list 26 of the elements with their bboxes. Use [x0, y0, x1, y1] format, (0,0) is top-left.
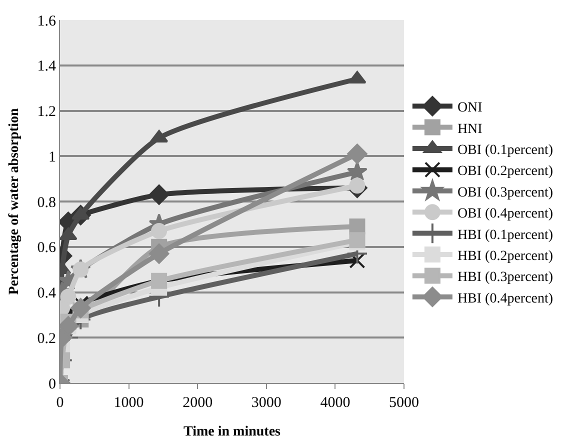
x-tick-label: 4000: [320, 395, 350, 411]
legend-label: HBI (0.1percent): [457, 228, 554, 243]
y-axis-title: Percentage of water absorption: [6, 108, 22, 295]
y-tick-label: 0: [48, 376, 56, 392]
legend-label: OBI (0.3percent): [457, 185, 554, 200]
y-tick-label: 1.2: [37, 104, 56, 120]
legend-label: OBI (0.2percent): [457, 164, 554, 180]
y-tick-label: 0.4: [37, 286, 56, 302]
x-tick-label: 5000: [389, 395, 419, 411]
y-tick-label: 0.8: [37, 194, 56, 211]
y-tick-label: 0.2: [37, 330, 56, 347]
legend-label: HBI (0.4percent): [457, 291, 554, 306]
legend-label: HBI (0.2percent): [457, 248, 554, 264]
x-tick-label: 3000: [251, 395, 282, 411]
y-tick-label: 1.6: [37, 13, 56, 30]
legend-label: ONI: [457, 100, 483, 116]
legend-label: OBI (0.1percent): [457, 142, 554, 158]
legend-label: HBI (0.3percent): [457, 270, 554, 286]
x-tick-label: 2000: [182, 395, 213, 411]
x-tick-label: 1000: [114, 395, 144, 411]
x-axis-title: Time in minutes: [184, 424, 282, 440]
y-tick-label: 1: [48, 149, 56, 166]
y-tick-label: 0.6: [37, 240, 56, 256]
legend-label: HNI: [457, 122, 483, 137]
legend-label: OBI (0.4percent): [457, 206, 554, 222]
y-tick-label: 1.4: [37, 58, 56, 75]
